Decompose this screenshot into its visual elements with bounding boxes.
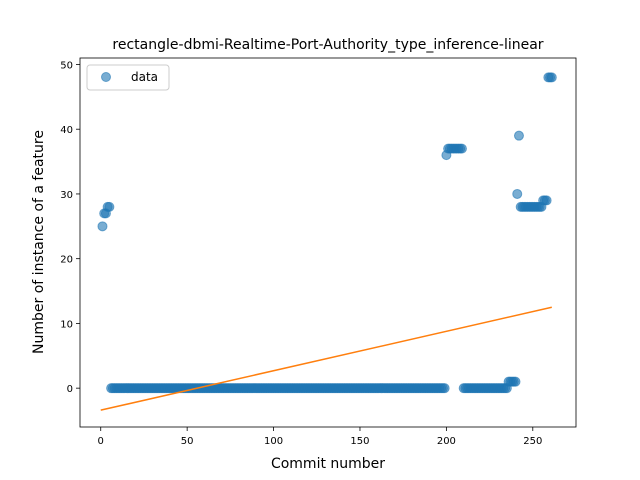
y-axis-label: Number of instance of a feature — [31, 130, 47, 354]
data-point — [512, 188, 523, 199]
data-point — [439, 383, 450, 394]
y-tick-label: 10 — [60, 319, 73, 330]
data-point — [510, 376, 521, 387]
y-tick-label: 0 — [67, 384, 73, 395]
data-point — [546, 72, 557, 83]
fit-line-group — [100, 306, 552, 411]
legend-marker-data — [101, 72, 111, 82]
y-tick-label: 40 — [60, 125, 73, 136]
y-tick-label: 30 — [60, 190, 73, 201]
data-point — [513, 130, 524, 141]
data-point — [104, 201, 115, 212]
legend: data — [86, 64, 170, 91]
fit-line — [100, 306, 552, 411]
x-tick-label: 0 — [98, 436, 104, 447]
x-tick-label: 100 — [264, 436, 283, 447]
y-tick-label: 20 — [60, 255, 73, 266]
legend-label-data: data — [131, 70, 158, 84]
x-axis: 0 50 100 150 200 250 — [98, 427, 542, 447]
legend-box — [86, 64, 170, 91]
x-tick-label: 150 — [350, 436, 369, 447]
x-axis-label: Commit number — [271, 456, 385, 472]
plot-area — [79, 57, 577, 428]
data-point — [456, 143, 467, 154]
y-tick-label: 50 — [60, 60, 73, 71]
x-tick-label: 200 — [437, 436, 456, 447]
chart-title: rectangle-dbmi-Realtime-Port-Authority_t… — [112, 37, 543, 53]
data-point — [541, 195, 552, 206]
x-tick-label: 250 — [523, 436, 542, 447]
x-tick-label: 50 — [181, 436, 194, 447]
plot-background — [80, 58, 576, 427]
y-axis: 0 10 20 30 40 50 — [60, 60, 80, 395]
data-point — [97, 221, 108, 232]
plot-frame — [79, 57, 577, 428]
